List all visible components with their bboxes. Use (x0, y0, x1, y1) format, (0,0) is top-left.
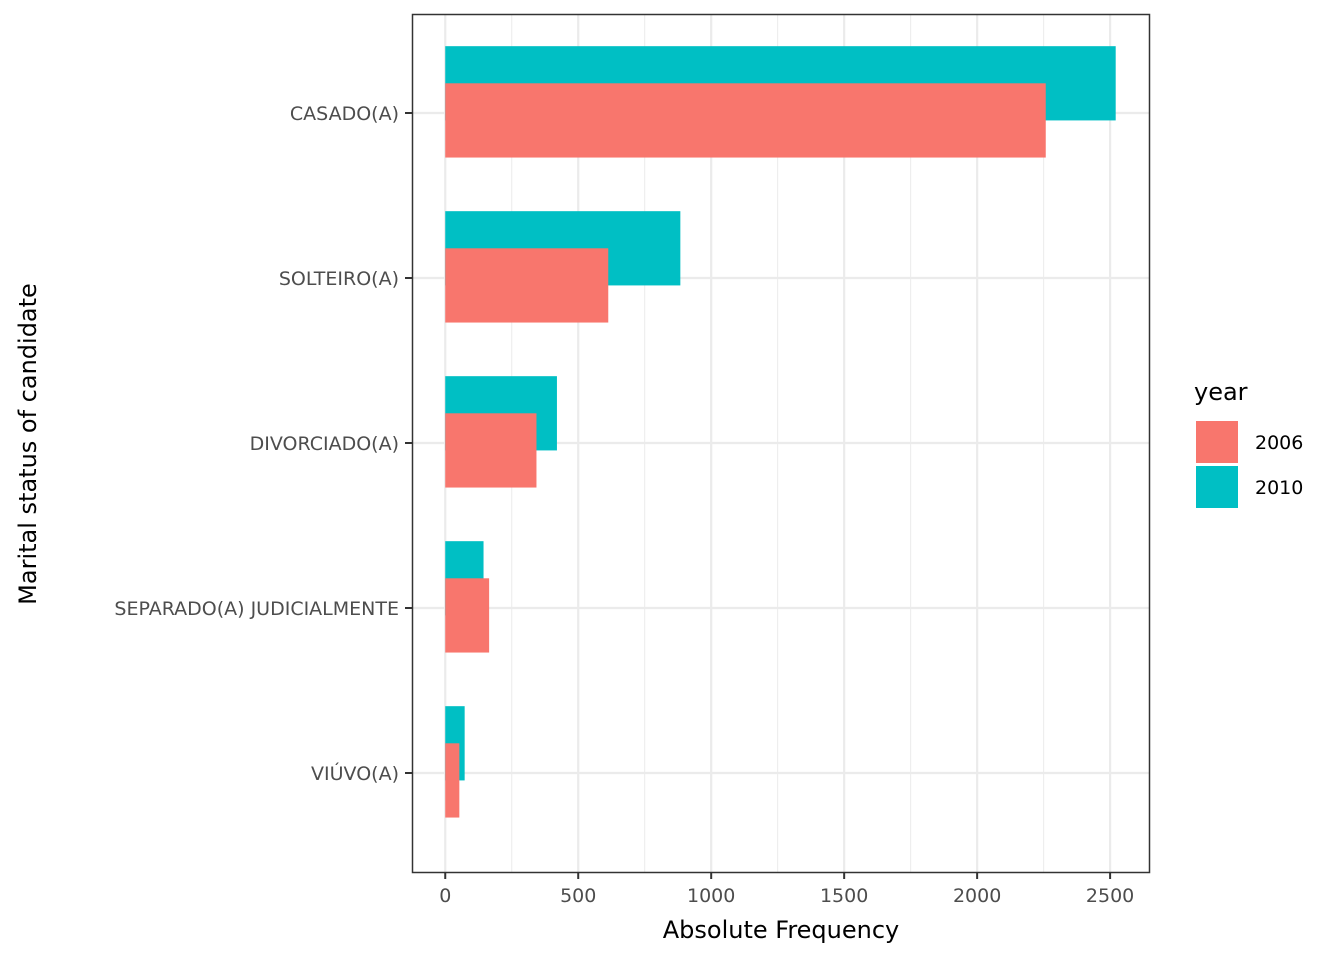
bar-2006 (445, 413, 537, 488)
legend: year 2006 2010 (1194, 378, 1303, 508)
bar-2006 (445, 578, 490, 653)
x-tick-label: 1500 (820, 885, 868, 907)
axis-ticks: CASADO(A) SOLTEIRO(A) DIVORCIADO(A) SEPARAD… (114, 103, 1134, 907)
bar-2006 (445, 83, 1046, 158)
bars (445, 46, 1116, 818)
legend-key-2010 (1196, 466, 1238, 508)
legend-key-2006 (1196, 421, 1238, 463)
x-tick-label: 2500 (1086, 885, 1134, 907)
x-tick-label: 500 (560, 885, 596, 907)
panel-border (411, 13, 1151, 874)
y-tick-label: DIVORCIADO(A) (250, 433, 399, 455)
x-tick-label: 0 (439, 885, 451, 907)
legend-label-2010: 2010 (1255, 477, 1303, 499)
x-axis-title: Absolute Frequency (663, 916, 900, 944)
y-tick-label: VIÚVO(A) (311, 761, 399, 785)
legend-label-2006: 2006 (1255, 432, 1303, 454)
y-axis-title: Marital status of candidate (14, 283, 42, 605)
y-tick-label: CASADO(A) (290, 103, 399, 125)
x-tick-label: 1000 (687, 885, 735, 907)
x-tick-label: 2000 (953, 885, 1001, 907)
y-tick-label: SOLTEIRO(A) (279, 268, 399, 290)
legend-title: year (1194, 378, 1248, 406)
y-tick-label: SEPARADO(A) JUDICIALMENTE (114, 598, 399, 620)
bar-2006 (445, 248, 609, 323)
bar-2006 (445, 743, 460, 818)
